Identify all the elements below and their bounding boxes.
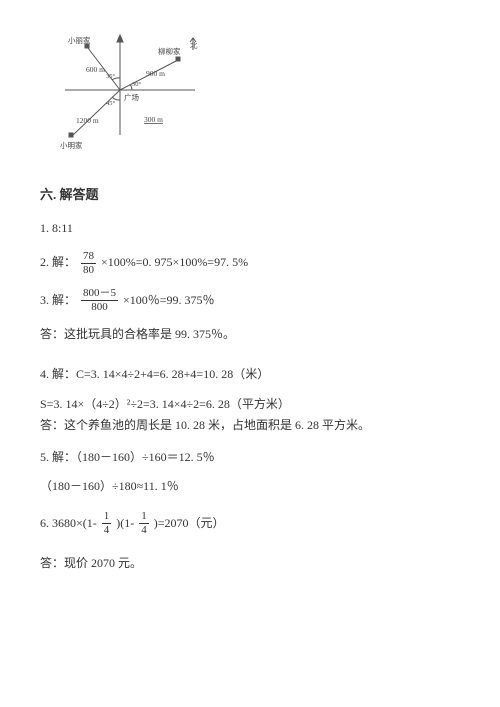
q6-den1: 4 — [102, 524, 112, 537]
q4-line1: 4. 解：C=3. 14×4÷2+4=6. 28+4=10. 28（米） — [40, 364, 460, 386]
label-north: 北 — [190, 41, 198, 50]
label-d1: 600 m — [86, 65, 105, 74]
q2-fraction: 78 80 — [81, 250, 96, 277]
label-d3: 1200 m — [76, 116, 99, 125]
q2-suffix: ×100%=0. 975×100%=97. 5% — [101, 252, 248, 274]
label-d4: 300 m — [144, 115, 163, 124]
q6-suffix: )=2070（元） — [154, 513, 225, 535]
q3-den: 800 — [81, 301, 118, 314]
question-3: 3. 解： 800－5 800 ×100％=99. 375％ — [40, 287, 460, 314]
label-a2: 30° — [132, 81, 142, 88]
q3-suffix: ×100％=99. 375％ — [123, 290, 215, 312]
q5-line1: 5. 解：（180－160）÷160＝12. 5％ — [40, 447, 460, 469]
question-1: 1. 8:11 — [40, 218, 460, 240]
label-p1: 小丽家 — [68, 35, 91, 45]
q3-prefix: 3. 解： — [40, 290, 76, 312]
question-4: 4. 解：C=3. 14×4÷2+4=6. 28+4=10. 28（米） S=3… — [40, 364, 460, 437]
q2-num: 78 — [81, 250, 96, 264]
q3-fraction: 800－5 800 — [81, 287, 118, 314]
label-center: 广场 — [124, 92, 139, 102]
coordinate-diagram: 小丽家 柳柳家 小明家 广场 北 600 m 900 m 1200 m 300 … — [50, 30, 460, 158]
label-p2: 柳柳家 — [158, 46, 181, 56]
q6-num1: 1 — [102, 510, 112, 524]
label-d2: 900 m — [146, 69, 165, 78]
question-5: 5. 解：（180－160）÷160＝12. 5％ （180－160）÷180≈… — [40, 447, 460, 498]
q5-line2: （180－160）÷180≈11. 1％ — [40, 476, 460, 498]
label-p3: 小明家 — [60, 140, 83, 150]
q6-num2: 1 — [139, 510, 149, 524]
q2-prefix: 2. 解： — [40, 252, 76, 274]
q6-answer: 答：现价 2070 元。 — [40, 553, 460, 575]
q6-mid: )(1- — [116, 513, 134, 535]
q3-answer: 答：这批玩具的合格率是 99. 375％。 — [40, 324, 460, 346]
q6-fraction-2: 1 4 — [139, 510, 149, 537]
q6-den2: 4 — [139, 524, 149, 537]
q2-den: 80 — [81, 264, 96, 277]
question-6: 6. 3680×(1- 1 4 )(1- 1 4 )=2070（元） — [40, 510, 460, 537]
section-title: 六. 解答题 — [40, 183, 460, 206]
q4-line3: 答：这个养鱼池的周长是 10. 28 米，占地面积是 6. 28 平方米。 — [40, 415, 460, 437]
question-2: 2. 解： 78 80 ×100%=0. 975×100%=97. 5% — [40, 250, 460, 277]
q6-prefix: 6. 3680×(1- — [40, 513, 97, 535]
q6-fraction-1: 1 4 — [102, 510, 112, 537]
q4-line2: S=3. 14×（4÷2）²÷2=3. 14×4÷2=6. 28（平方米） — [40, 394, 460, 416]
label-a1: 35° — [106, 73, 116, 80]
label-a3: 45° — [106, 100, 116, 107]
q3-num: 800－5 — [81, 287, 118, 301]
